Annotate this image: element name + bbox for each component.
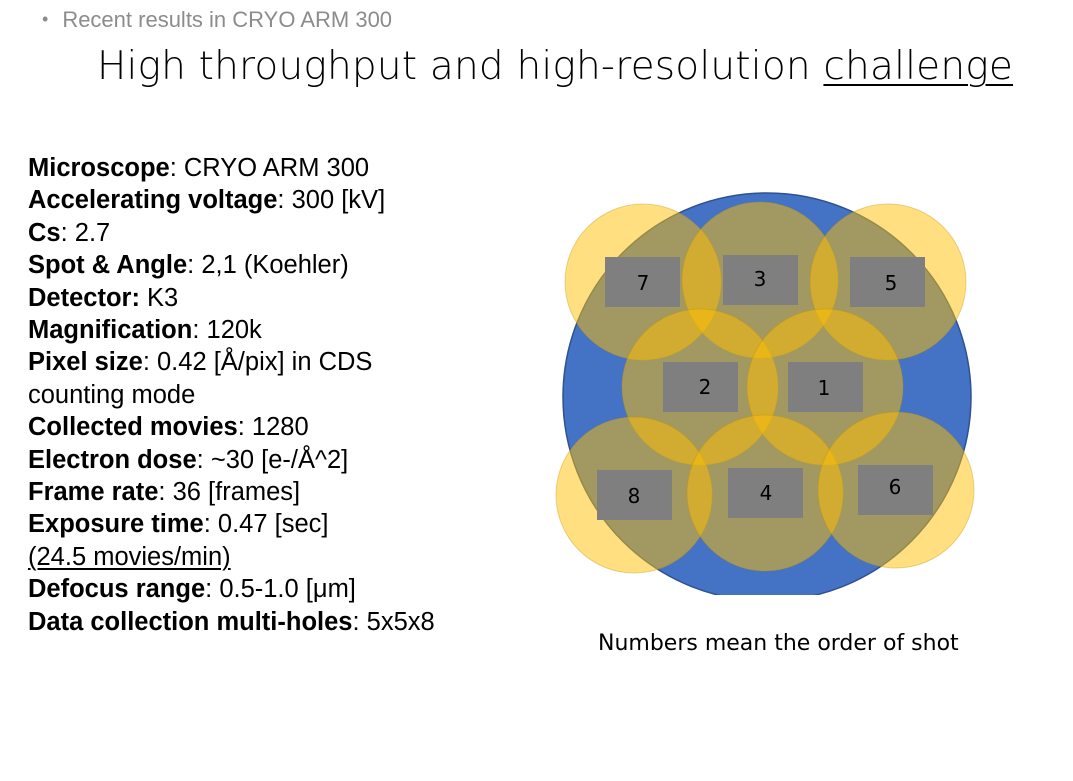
spec-label: Collected movies (28, 413, 238, 442)
spec-frame-rate: Frame rate: 36 [frames] (28, 476, 548, 508)
spec-label: Defocus range (28, 575, 206, 604)
spec-list: Microscope: CRYO ARM 300 Accelerating vo… (28, 152, 548, 638)
spec-accelerating-voltage: Accelerating voltage: 300 [kV] (28, 184, 548, 216)
spec-label: Magnification (28, 316, 193, 345)
spec-sep: : (277, 186, 292, 215)
spec-cs: Cs: 2.7 (28, 217, 548, 249)
spec-value: 5x5x8 (366, 607, 435, 636)
spec-value: 1280 (251, 413, 309, 442)
spec-label: Cs (28, 218, 61, 247)
spec-label: Microscope (28, 154, 170, 182)
subtitle-text: Recent results in CRYO ARM 300 (62, 7, 393, 32)
shot-label-5: 5 (885, 271, 898, 295)
spec-label: Frame rate (28, 478, 159, 507)
spec-electron-dose: Electron dose: ~30 [e-/Å^2] (28, 444, 548, 476)
spec-label: Exposure time (28, 510, 204, 539)
spec-collected-movies: Collected movies: 1280 (28, 411, 548, 443)
spec-pixel-size: Pixel size: 0.42 [Å/pix] in CDS counting … (28, 346, 548, 411)
shot-box-7 (605, 257, 680, 307)
spec-label: Pixel size (28, 348, 143, 377)
spec-spot-angle: Spot & Angle: 2,1 (Koehler) (28, 249, 548, 281)
spec-label: Data collection multi-holes (28, 607, 353, 636)
spec-value: CRYO ARM 300 (183, 154, 370, 182)
shot-box-3 (723, 255, 798, 305)
shot-box-5 (850, 257, 925, 307)
spec-sep (140, 284, 147, 312)
spec-exposure-time: Exposure time: 0.47 [sec] (24.5 movies/mi… (28, 508, 548, 573)
spec-multi-holes: Data collection multi-holes: 5x5x8 (28, 606, 548, 638)
spec-value: ~30 [e-/Å^2] (210, 445, 349, 474)
spec-label: Spot & Angle (28, 251, 188, 280)
spec-sep: : (203, 510, 218, 539)
spec-value-continued: counting mode (28, 380, 196, 409)
spec-value: 0.5-1.0 [μm] (219, 575, 356, 604)
spec-label: Detector: (28, 283, 140, 312)
shot-box-8 (597, 470, 672, 520)
spec-defocus-range: Defocus range: 0.5-1.0 [μm] (28, 573, 548, 605)
spec-value: 0.47 [sec] (217, 510, 329, 539)
spec-value: 120k (206, 316, 262, 345)
spec-label: Accelerating voltage (28, 186, 278, 215)
spec-value: 36 [frames] (172, 478, 301, 507)
spec-value: 0.42 [Å/pix] in CDS (157, 348, 373, 377)
shot-label-3: 3 (754, 267, 767, 291)
slide-title-main: High throughput and high-resolution (96, 44, 824, 89)
shot-box-6 (858, 465, 933, 515)
spec-microscope: Microscope: CRYO ARM 300 (28, 152, 548, 184)
hole-circles (555, 201, 975, 574)
spec-value: K3 (147, 283, 179, 312)
spec-sep: : (169, 154, 184, 182)
spec-value: 300 [kV] (291, 186, 386, 215)
spec-sep: : (158, 478, 173, 507)
shot-label-7: 7 (637, 271, 650, 295)
shot-label-6: 6 (889, 475, 902, 499)
spec-sep: : (187, 251, 202, 280)
bullet-dot: • (42, 9, 49, 29)
spec-sep: : (142, 348, 157, 377)
diagram-caption: Numbers mean the order of shot (598, 631, 959, 656)
shot-boxes: 7 3 5 2 1 8 4 6 (597, 255, 933, 520)
spec-sep: : (237, 413, 252, 442)
slide-title-emphasis: challenge (823, 44, 1014, 89)
multi-hole-diagram: 7 3 5 2 1 8 4 6 (555, 192, 975, 595)
spec-label: Electron dose (28, 445, 197, 474)
spec-magnification: Magnification: 120k (28, 314, 548, 346)
subtitle-bullet: • Recent results in CRYO ARM 300 (42, 7, 392, 33)
shot-label-2: 2 (699, 375, 712, 399)
shot-label-1: 1 (818, 376, 831, 400)
shot-label-8: 8 (628, 484, 641, 508)
spec-value: 2.7 (74, 218, 111, 247)
spec-detector: Detector: K3 (28, 282, 548, 314)
spec-sep: : (196, 445, 211, 474)
shot-label-4: 4 (760, 481, 773, 505)
shot-box-4 (728, 468, 803, 518)
spec-value: 2,1 (Koehler) (201, 251, 349, 280)
shot-box-2 (663, 362, 738, 412)
spec-sep: : (60, 218, 75, 247)
shot-box-1 (788, 362, 863, 412)
spec-value-note: (24.5 movies/min) (28, 542, 231, 571)
spec-sep: : (352, 607, 367, 636)
spec-sep: : (192, 316, 207, 345)
slide-title: High throughput and high-resolution chal… (0, 44, 1073, 89)
spec-sep: : (205, 575, 220, 604)
